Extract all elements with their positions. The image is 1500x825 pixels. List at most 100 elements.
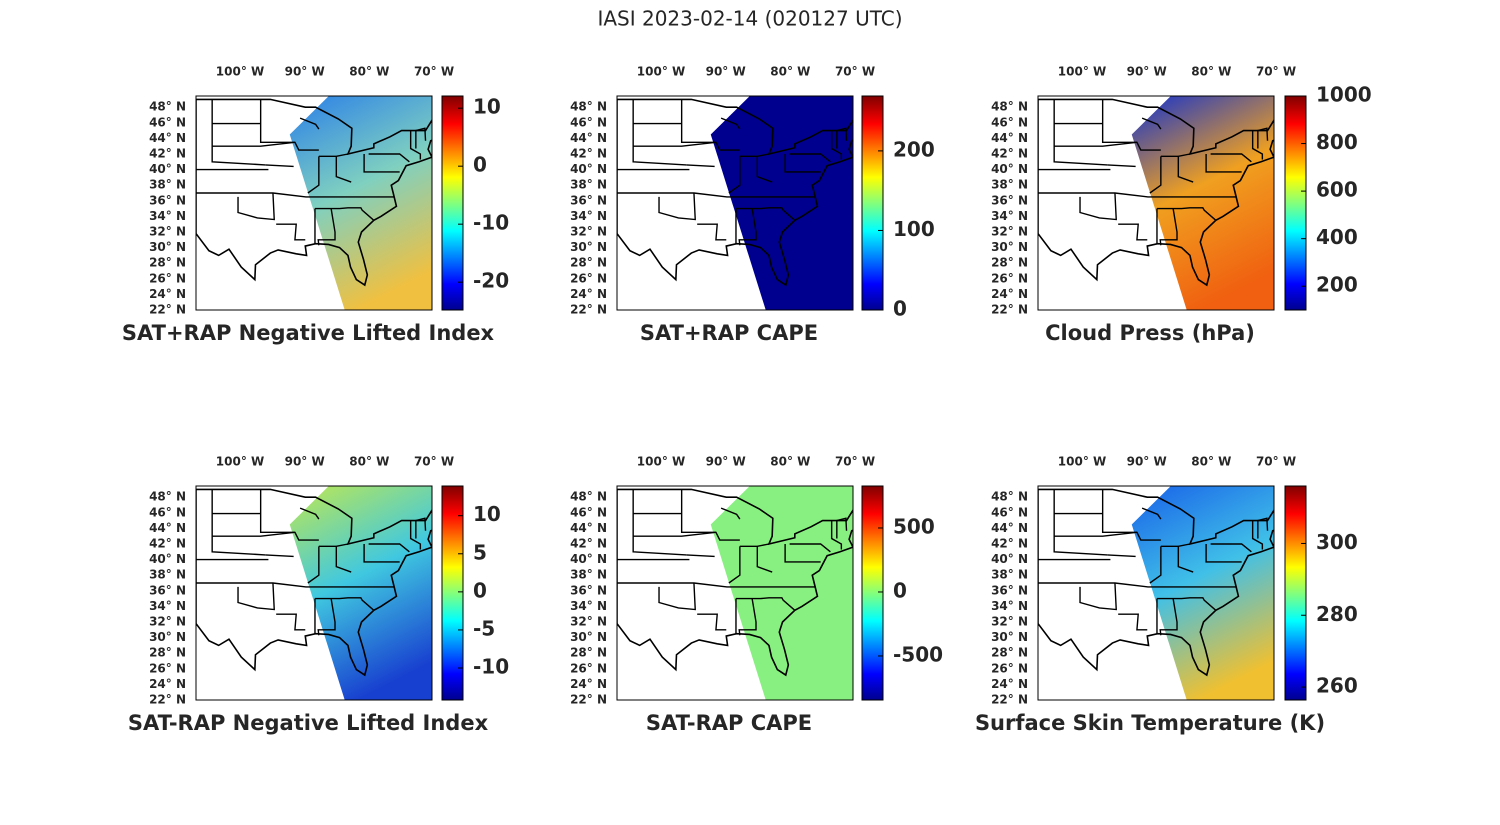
lon-tick-label: 80° W <box>1191 65 1231 79</box>
state-border <box>314 207 375 221</box>
colorbar <box>861 95 884 311</box>
lat-tick-label: 26° N <box>149 661 186 675</box>
state-border <box>686 554 715 558</box>
lon-tick-label: 90° W <box>706 65 746 79</box>
state-border <box>415 517 427 539</box>
lat-tick-label: 36° N <box>991 583 1028 597</box>
colorbar-tick-label: -5 <box>473 616 495 640</box>
colorbar-tick-label: 200 <box>1316 273 1358 297</box>
lat-tick-label: 28° N <box>149 256 186 270</box>
state-border <box>237 582 275 611</box>
lat-tick-label: 24° N <box>991 677 1028 691</box>
lon-tick-label: 70° W <box>1256 65 1296 79</box>
state-border <box>211 489 266 556</box>
coastline <box>617 488 853 677</box>
lat-tick-label: 24° N <box>149 677 186 691</box>
panel-title: SAT+RAP CAPE <box>640 321 818 345</box>
state-border <box>363 544 400 563</box>
state-border <box>318 153 349 158</box>
state-border <box>212 141 296 147</box>
panel-title: SAT-RAP Negative Lifted Index <box>128 711 489 735</box>
lon-tick-label: 100° W <box>216 455 264 469</box>
state-border <box>1149 156 1162 194</box>
lat-tick-label: 22° N <box>991 693 1028 707</box>
state-border <box>784 154 821 173</box>
lat-tick-label: 32° N <box>991 225 1028 239</box>
state-border <box>317 598 336 636</box>
state-border <box>299 507 320 520</box>
axes-frame <box>1037 485 1275 701</box>
map-panel: 100° W 90° W 80° W 70° W 48° N46° N 44° N 42° … <box>570 65 935 346</box>
state-border <box>697 223 727 241</box>
state-border <box>1160 543 1191 548</box>
lat-tick-label: 40° N <box>570 162 607 176</box>
axes-frame <box>195 95 433 311</box>
lat-tick-label: 42° N <box>991 537 1028 551</box>
lon-tick-label: 100° W <box>637 455 685 469</box>
lon-tick-label: 70° W <box>835 455 875 469</box>
state-border <box>363 154 400 173</box>
colorbar-tick-label: 300 <box>1316 530 1358 554</box>
lat-tick-label: 32° N <box>570 225 607 239</box>
lon-tick-label: 100° W <box>216 65 264 79</box>
state-border <box>633 531 717 537</box>
lat-tick-label: 46° N <box>570 115 607 129</box>
colorbar-tick-label: 400 <box>1316 225 1358 249</box>
lat-tick-label: 30° N <box>570 240 607 254</box>
state-border <box>276 223 306 241</box>
state-border <box>720 507 741 520</box>
state-border <box>617 192 816 198</box>
lon-tick-label: 90° W <box>706 455 746 469</box>
data-swath <box>289 486 432 700</box>
lat-tick-label: 24° N <box>991 287 1028 301</box>
state-border <box>1159 598 1178 636</box>
colorbar-tick-label: 1000 <box>1316 83 1372 107</box>
state-border <box>307 546 320 584</box>
lat-tick-label: 34° N <box>149 599 186 613</box>
colorbar <box>441 95 464 311</box>
state-border <box>1205 154 1242 173</box>
panel-title: SAT-RAP CAPE <box>646 711 812 735</box>
lat-tick-label: 38° N <box>149 568 186 582</box>
state-border <box>276 613 306 631</box>
lat-tick-label: 34° N <box>991 209 1028 223</box>
map-area <box>617 486 853 700</box>
lat-tick-label: 28° N <box>570 646 607 660</box>
lat-tick-label: 46° N <box>570 505 607 519</box>
lat-tick-label: 22° N <box>149 303 186 317</box>
lat-tick-label: 22° N <box>991 303 1028 317</box>
lat-tick-label: 36° N <box>570 193 607 207</box>
coastline <box>1038 488 1274 677</box>
state-border <box>1159 208 1178 246</box>
state-border <box>1101 489 1161 541</box>
lon-tick-label: 90° W <box>1127 65 1167 79</box>
state-border <box>1053 99 1108 166</box>
lat-tick-label: 48° N <box>991 100 1028 114</box>
colorbar-tick-label: 0 <box>893 578 907 602</box>
map-area <box>1038 486 1274 700</box>
lat-tick-label: 40° N <box>570 552 607 566</box>
lat-tick-label: 42° N <box>570 147 607 161</box>
figure-title: IASI 2023-02-14 (020127 UTC) <box>597 7 902 31</box>
colorbar-tick-label: -10 <box>473 211 509 235</box>
lon-tick-label: 90° W <box>285 455 325 469</box>
lat-tick-label: 36° N <box>991 193 1028 207</box>
state-border <box>212 531 296 537</box>
state-border <box>1160 153 1191 158</box>
lon-tick-label: 70° W <box>835 65 875 79</box>
state-border <box>789 543 831 553</box>
state-border <box>1141 117 1162 130</box>
state-border <box>735 597 796 611</box>
lat-tick-label: 30° N <box>149 240 186 254</box>
lat-tick-label: 46° N <box>991 115 1028 129</box>
state-border <box>318 543 349 548</box>
data-swath <box>1131 486 1274 700</box>
state-border <box>1107 554 1136 558</box>
lat-tick-label: 32° N <box>149 615 186 629</box>
state-border <box>1149 546 1162 584</box>
coastline <box>196 98 432 287</box>
state-border <box>697 613 727 631</box>
state-border <box>368 543 410 553</box>
coastline <box>617 98 853 287</box>
lon-tick-label: 70° W <box>1256 455 1296 469</box>
